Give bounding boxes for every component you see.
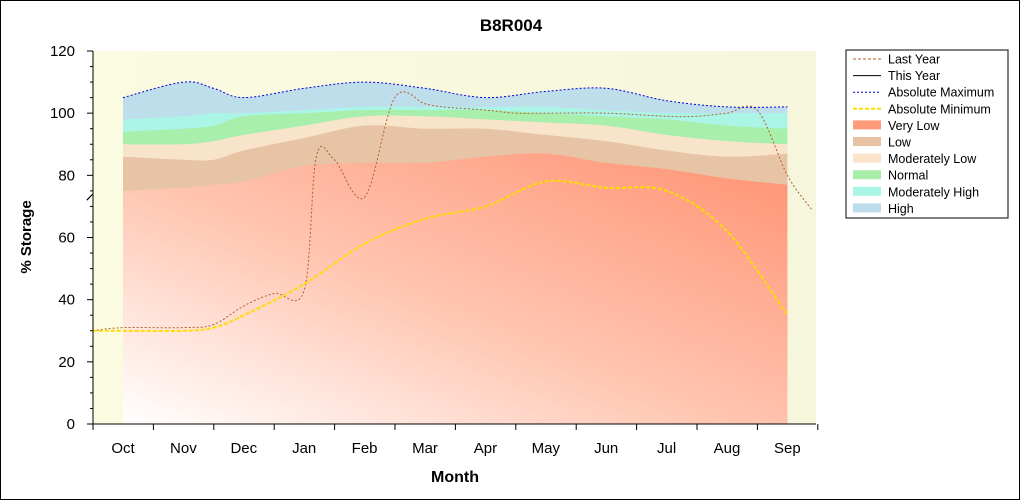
x-tick-label: Jul (657, 440, 676, 457)
y-tick-label: 20 (58, 354, 75, 371)
legend-label: Absolute Maximum (888, 86, 994, 100)
x-tick-label: Dec (230, 440, 257, 457)
axes-layer: 0 20 40 60 80 100 120 Oct Nov Dec Jan Feb Mar Apr May J… (50, 43, 819, 457)
legend: Last Year This Year Absolute Maximum Absolu… (845, 49, 1009, 219)
y-tick-label: 60 (58, 230, 75, 247)
legend-swatch-moderately-low (853, 153, 881, 163)
x-tick-label: Jun (594, 440, 618, 457)
x-tick-label: Sep (774, 440, 801, 457)
legend-label: Normal (888, 169, 928, 183)
legend-swatch-normal (853, 170, 881, 180)
legend-label: Low (888, 136, 912, 150)
lines-layer (86, 81, 813, 333)
legend-label: Last Year (888, 53, 940, 67)
y-tick-label: 80 (58, 167, 75, 184)
legend-label: Moderately High (888, 185, 979, 199)
x-tick-label: Aug (714, 440, 741, 457)
series-last-year (92, 91, 813, 332)
y-axis-label: % Storage (18, 200, 35, 273)
legend-swatch-low (853, 137, 881, 146)
legend-label: Moderately Low (888, 152, 977, 166)
y-tick-label: 0 (67, 416, 75, 433)
legend-label: High (888, 202, 914, 216)
y-tick-label: 100 (50, 105, 75, 122)
x-tick-label: Feb (352, 440, 378, 457)
x-tick-label: Jan (292, 440, 316, 457)
series-absolute-minimum (92, 179, 789, 333)
legend-swatch-very-low (853, 120, 881, 130)
series-this-year (86, 193, 94, 201)
x-tick-label: Apr (474, 440, 497, 457)
legend-label: Very Low (888, 119, 940, 133)
y-tick-label: 40 (58, 292, 75, 309)
x-tick-label: Nov (170, 440, 197, 457)
chart-title: B8R004 (480, 16, 543, 35)
legend-label: This Year (888, 69, 940, 83)
x-axis-label: Month (431, 469, 479, 486)
x-tick-label: Oct (111, 440, 135, 457)
legend-label: Absolute Minimum (888, 102, 991, 116)
y-tick-label: 120 (50, 43, 75, 60)
x-tick-label: Mar (412, 440, 438, 457)
legend-swatch-moderately-high (853, 186, 881, 196)
x-tick-label: May (532, 440, 561, 457)
legend-swatch-high (853, 203, 881, 213)
series-absolute-maximum (122, 81, 788, 108)
band-very-low (123, 153, 788, 424)
bands-layer (123, 81, 788, 425)
